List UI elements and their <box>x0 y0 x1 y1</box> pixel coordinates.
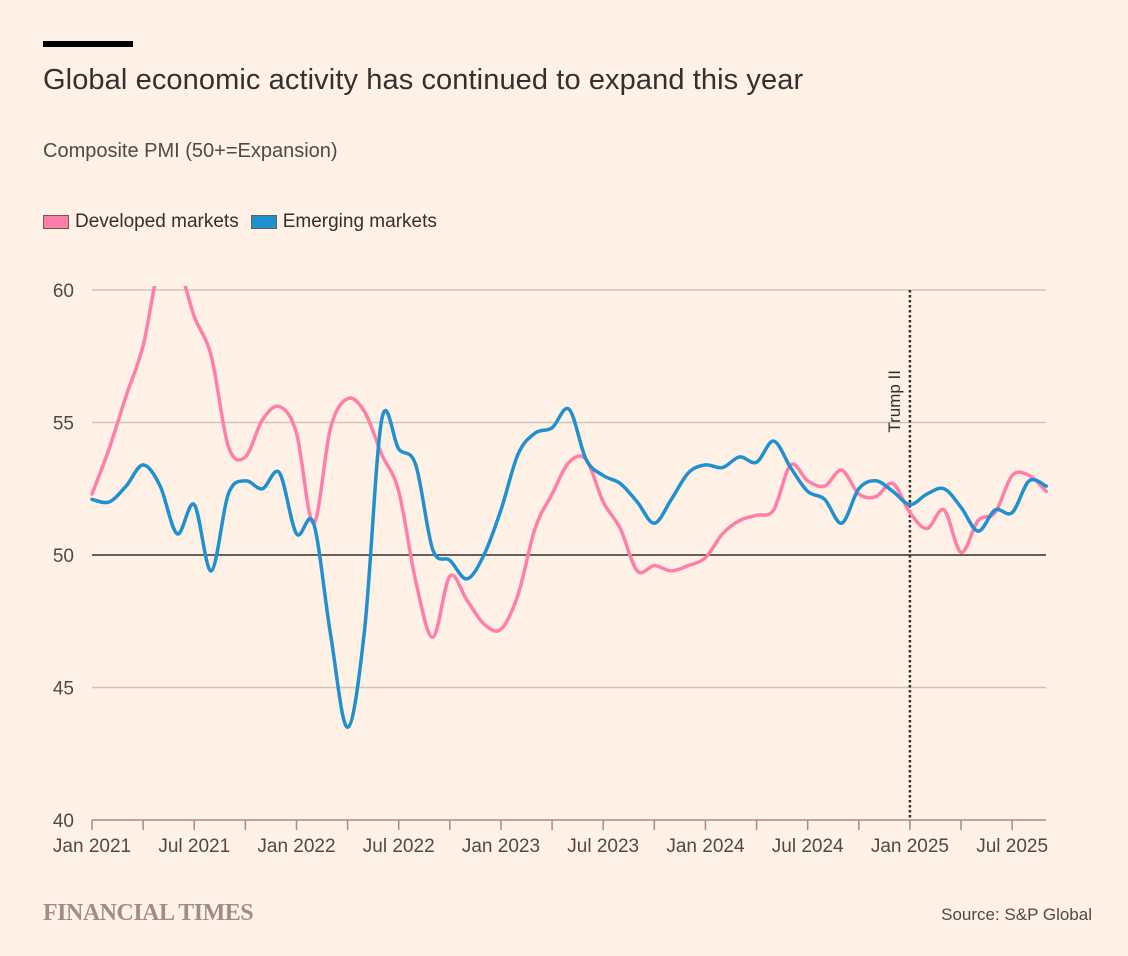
x-tick-label: Jul 2024 <box>772 836 844 857</box>
annotations: Trump II <box>885 290 912 820</box>
y-tick-label: 55 <box>53 414 74 435</box>
y-tick-label: 50 <box>53 546 74 567</box>
trump-ii-label: Trump II <box>885 370 904 433</box>
x-tick-label: Jan 2021 <box>53 836 131 857</box>
legend-item-emerging: Emerging markets <box>250 211 437 233</box>
y-tick-label: 60 <box>53 281 74 302</box>
legend-swatch-emerging <box>250 215 277 229</box>
legend-label-developed: Developed markets <box>75 211 239 232</box>
x-tick-label: Jul 2021 <box>158 836 230 857</box>
x-tick-label: Jan 2024 <box>666 836 745 857</box>
source-note: Source: S&P Global <box>941 905 1092 924</box>
gridlines <box>92 289 1046 689</box>
x-tick-label: Jan 2025 <box>871 836 949 857</box>
legend-swatch-developed <box>43 215 69 229</box>
ft-accent-bar <box>43 41 133 47</box>
x-tick-label: Jan 2022 <box>257 836 335 857</box>
x-tick-label: Jan 2023 <box>462 836 540 857</box>
legend-label-emerging: Emerging markets <box>282 211 437 232</box>
series-lines <box>90 286 1048 730</box>
x-tick-label: Jul 2022 <box>363 836 435 857</box>
chart-title: Global economic activity has continued t… <box>43 64 804 96</box>
legend-item-developed: Developed markets <box>43 211 239 233</box>
legend: Developed markets Emerging markets <box>43 211 449 233</box>
ft-logo: FINANCIAL TIMES <box>43 900 254 926</box>
y-axis-ticks: 40 45 50 55 60 <box>53 281 74 832</box>
x-tick-label: Jul 2025 <box>976 836 1048 857</box>
chart-subtitle: Composite PMI (50+=Expansion) <box>43 140 338 162</box>
developed-markets-line <box>90 286 1048 639</box>
emerging-markets-line <box>90 406 1048 730</box>
y-tick-label: 40 <box>53 811 74 832</box>
x-axis: Jan 2021 Jul 2021 Jan 2022 Jul 2022 Jan 2023… <box>53 819 1048 857</box>
y-tick-label: 45 <box>53 679 74 700</box>
x-tick-label: Jul 2023 <box>567 836 639 857</box>
